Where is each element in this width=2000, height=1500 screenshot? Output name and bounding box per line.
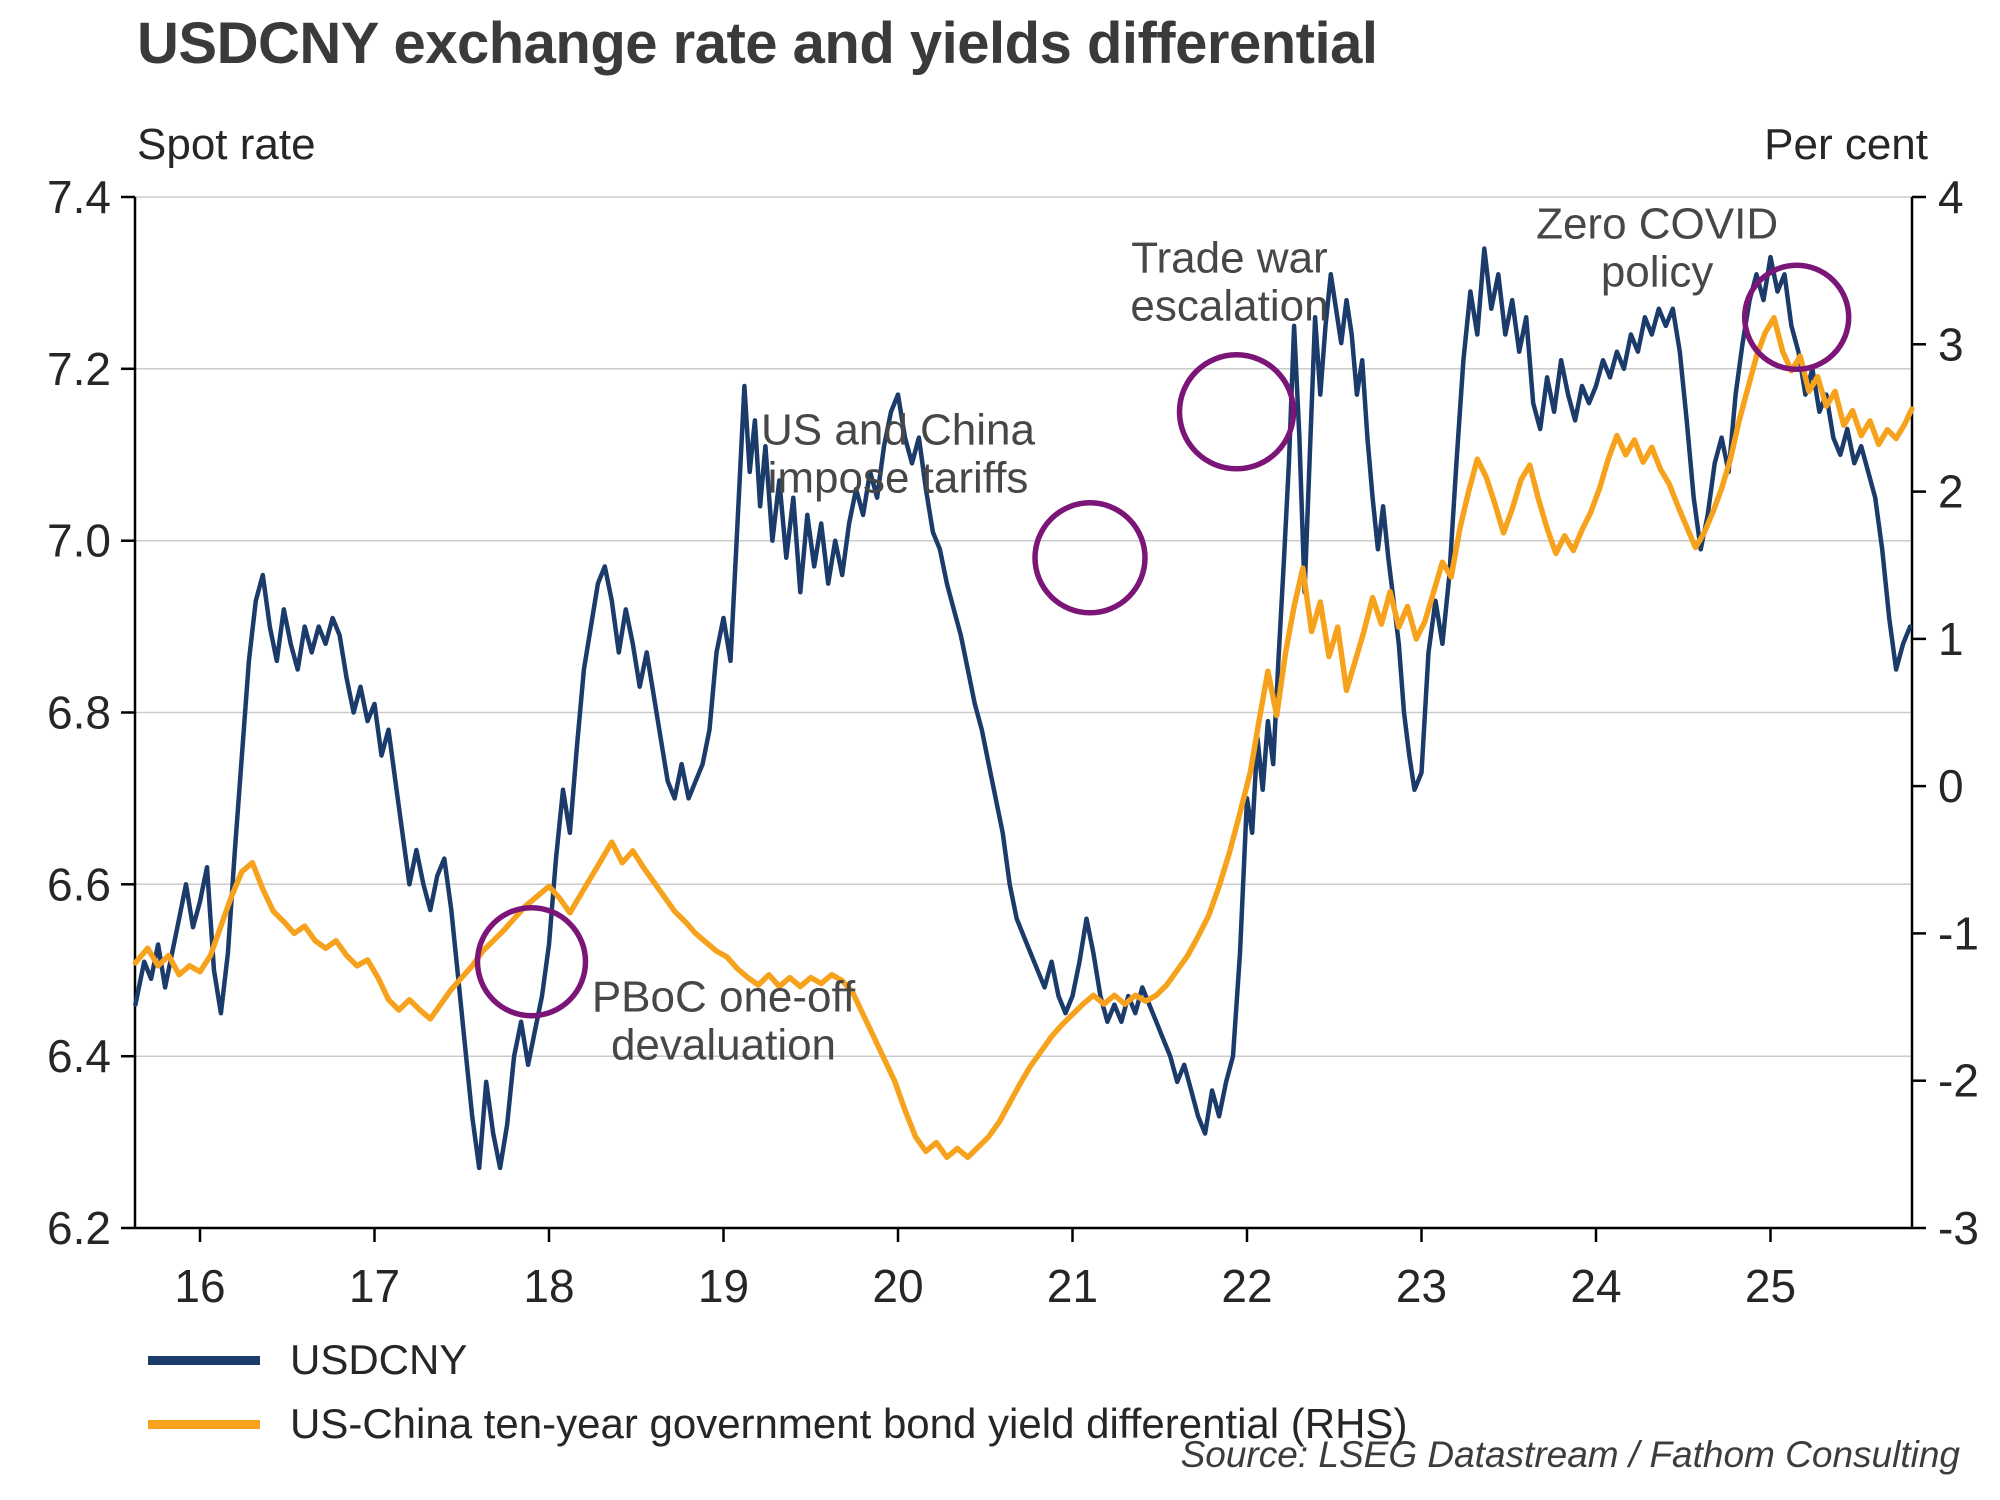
usdcny-line [133,246,1913,1171]
yield-differential-line [132,315,1915,1161]
legend-item-yield-differential: US-China ten-year government bond yield … [148,1400,1407,1448]
left-axis-tick-label: 6.6 [47,858,111,910]
us-china-impose-tariffs-circle [1032,500,1148,616]
pboc-one-off-devaluation-circle [474,904,589,1019]
right-axis-tick-label: -2 [1938,1055,1979,1107]
left-axis-tick-label: 6.2 [47,1202,111,1254]
x-axis-tick-label: 18 [523,1260,574,1312]
x-axis-tick-label: 17 [349,1260,400,1312]
zero-covid-policy-circle [1741,262,1852,373]
source-credit: Source: LSEG Datastream / Fathom Consult… [1180,1434,1960,1475]
right-axis-tick-label: 1 [1938,613,1964,665]
x-axis-tick-label: 23 [1396,1260,1447,1312]
right-axis-tick-label: 4 [1938,171,1964,223]
chart-title: USDCNY exchange rate and yields differen… [137,11,1378,76]
left-axis-tick-label: 7.0 [47,515,111,567]
yield-differential-line-swatch [148,1419,260,1429]
left-axis-tick-label: 7.4 [47,171,111,223]
x-axis-tick-label: 21 [1047,1260,1098,1312]
x-axis-tick-label: 19 [698,1260,749,1312]
right-axis-tick-label: 2 [1938,466,1964,518]
legend-label: USDCNY [290,1336,468,1383]
usdcny-line-swatch [148,1355,260,1365]
left-axis-tick-label: 7.2 [47,343,111,395]
x-axis-tick-label: 24 [1570,1260,1621,1312]
right-axis-caption: Per cent [1764,120,1928,169]
right-axis-tick-label: -1 [1938,907,1979,959]
right-axis-tick-label: -3 [1938,1202,1979,1254]
x-axis-tick-label: 25 [1745,1260,1796,1312]
right-axis-tick-label: 3 [1938,318,1964,370]
left-axis-caption: Spot rate [137,120,316,169]
legend-label: US-China ten-year government bond yield … [290,1400,1408,1447]
x-axis-tick-label: 16 [174,1260,225,1312]
left-axis-tick-label: 6.8 [47,687,111,739]
legend-item-usdcny: USDCNY [148,1336,1407,1384]
x-axis-tick-label: 20 [872,1260,923,1312]
trade-war-escalation-circle [1176,352,1297,472]
legend: USDCNY US-China ten-year government bond … [148,1336,1407,1448]
right-axis-tick-label: 0 [1938,760,1964,812]
left-axis-tick-label: 6.4 [47,1030,111,1082]
x-axis-tick-label: 22 [1221,1260,1272,1312]
